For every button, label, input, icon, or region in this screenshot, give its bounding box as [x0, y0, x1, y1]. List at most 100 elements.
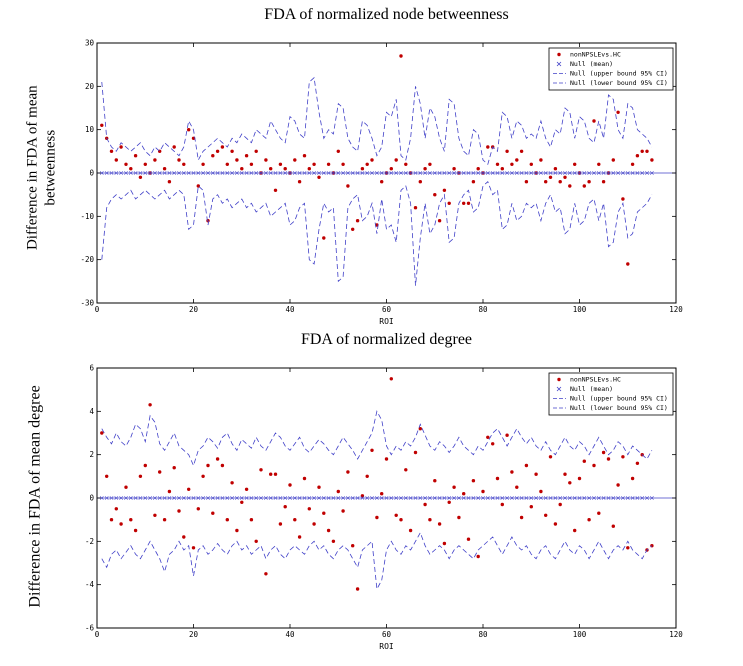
- scatter-point: [201, 474, 205, 478]
- x-marker: [114, 171, 119, 175]
- x-marker: [288, 171, 292, 175]
- x-marker: [157, 171, 162, 175]
- scatter-point: [500, 167, 504, 171]
- x-marker: [649, 496, 654, 500]
- scatter-point: [510, 470, 514, 474]
- y-tick-label: 20: [85, 82, 95, 91]
- y-tick-label: 6: [89, 364, 94, 373]
- x-marker: [307, 171, 312, 175]
- x-marker: [616, 171, 621, 175]
- scatter-point: [621, 197, 625, 201]
- scatter-point: [413, 206, 418, 210]
- scatter-point: [404, 468, 408, 472]
- x-marker: [606, 171, 611, 175]
- x-marker: [476, 171, 481, 175]
- scatter-point: [404, 162, 408, 166]
- x-marker: [577, 171, 582, 175]
- scatter-point: [162, 167, 167, 171]
- x-marker: [148, 171, 153, 175]
- scatter-point: [254, 149, 258, 153]
- scatter-point: [182, 535, 186, 539]
- x-marker: [519, 496, 524, 500]
- x-marker: [133, 496, 138, 500]
- chart1-title: FDA of normalized node betweenness: [264, 6, 509, 23]
- scatter-point: [220, 145, 225, 149]
- x-marker: [157, 496, 162, 500]
- x-marker: [128, 171, 133, 175]
- scatter-point: [187, 128, 191, 132]
- x-marker: [635, 171, 640, 175]
- x-marker: [186, 496, 191, 500]
- y-tick-label: 30: [85, 39, 95, 48]
- x-marker: [244, 496, 249, 500]
- scatter-point: [486, 145, 490, 149]
- x-marker: [625, 171, 630, 175]
- x-marker: [215, 496, 220, 500]
- scatter-point: [606, 457, 611, 461]
- scatter-point: [341, 509, 345, 513]
- x-marker: [582, 171, 587, 175]
- x-marker: [394, 171, 399, 175]
- y-tick-label: -10: [80, 212, 94, 221]
- x-marker: [191, 171, 196, 175]
- series-mean: [97, 496, 676, 500]
- x-marker: [273, 171, 278, 175]
- scatter-point: [568, 184, 572, 188]
- x-marker: [630, 496, 635, 500]
- x-marker: [148, 496, 153, 500]
- y-tick-label: -20: [80, 255, 94, 264]
- scatter-point: [119, 145, 123, 149]
- x-marker: [534, 171, 539, 175]
- x-marker: [133, 171, 138, 175]
- chart2-title: FDA of normalized degree: [300, 331, 473, 348]
- legend-entry-label: nonNPSLEvs.HC: [570, 376, 621, 384]
- scatter-point: [100, 123, 104, 128]
- scatter-point: [283, 505, 287, 509]
- scatter-point: [355, 219, 360, 223]
- x-marker: [336, 171, 341, 175]
- x-marker: [225, 171, 230, 175]
- scatter-point: [100, 431, 104, 435]
- x-marker: [384, 496, 389, 500]
- x-marker: [196, 171, 201, 175]
- x-marker: [278, 171, 283, 175]
- x-marker: [273, 496, 278, 500]
- x-marker: [389, 496, 394, 500]
- legend-entry-label: Null (upper bound 95% CI): [570, 395, 668, 403]
- scatter-point: [568, 481, 572, 485]
- scatter-point: [505, 149, 509, 153]
- x-marker: [529, 496, 534, 500]
- scatter-point: [442, 541, 447, 546]
- x-marker: [524, 171, 529, 175]
- scatter-point: [230, 149, 234, 153]
- scatter-point: [317, 485, 321, 489]
- x-marker: [481, 496, 485, 500]
- x-marker: [321, 496, 326, 500]
- scatter-point: [423, 167, 427, 171]
- x-marker: [408, 171, 413, 175]
- x-marker: [495, 171, 500, 175]
- x-tick-label: 20: [189, 630, 199, 639]
- x-marker: [452, 496, 457, 500]
- scatter-point: [331, 539, 336, 543]
- x-marker: [249, 171, 254, 175]
- x-marker: [172, 496, 177, 500]
- scatter-point: [143, 162, 147, 166]
- x-marker: [345, 496, 350, 500]
- x-tick-label: 60: [382, 630, 392, 639]
- x-marker: [312, 171, 317, 175]
- x-marker: [254, 496, 259, 500]
- x-marker: [427, 496, 432, 500]
- x-marker: [616, 496, 621, 500]
- scatter-point: [133, 154, 138, 158]
- x-marker: [360, 171, 365, 175]
- scatter-point: [394, 158, 398, 162]
- x-marker: [206, 171, 210, 175]
- x-marker: [297, 496, 302, 500]
- x-tick-label: 120: [669, 305, 683, 314]
- x-marker: [268, 171, 273, 175]
- x-marker: [645, 496, 650, 500]
- x-marker: [510, 496, 514, 500]
- legend-box: [548, 372, 674, 416]
